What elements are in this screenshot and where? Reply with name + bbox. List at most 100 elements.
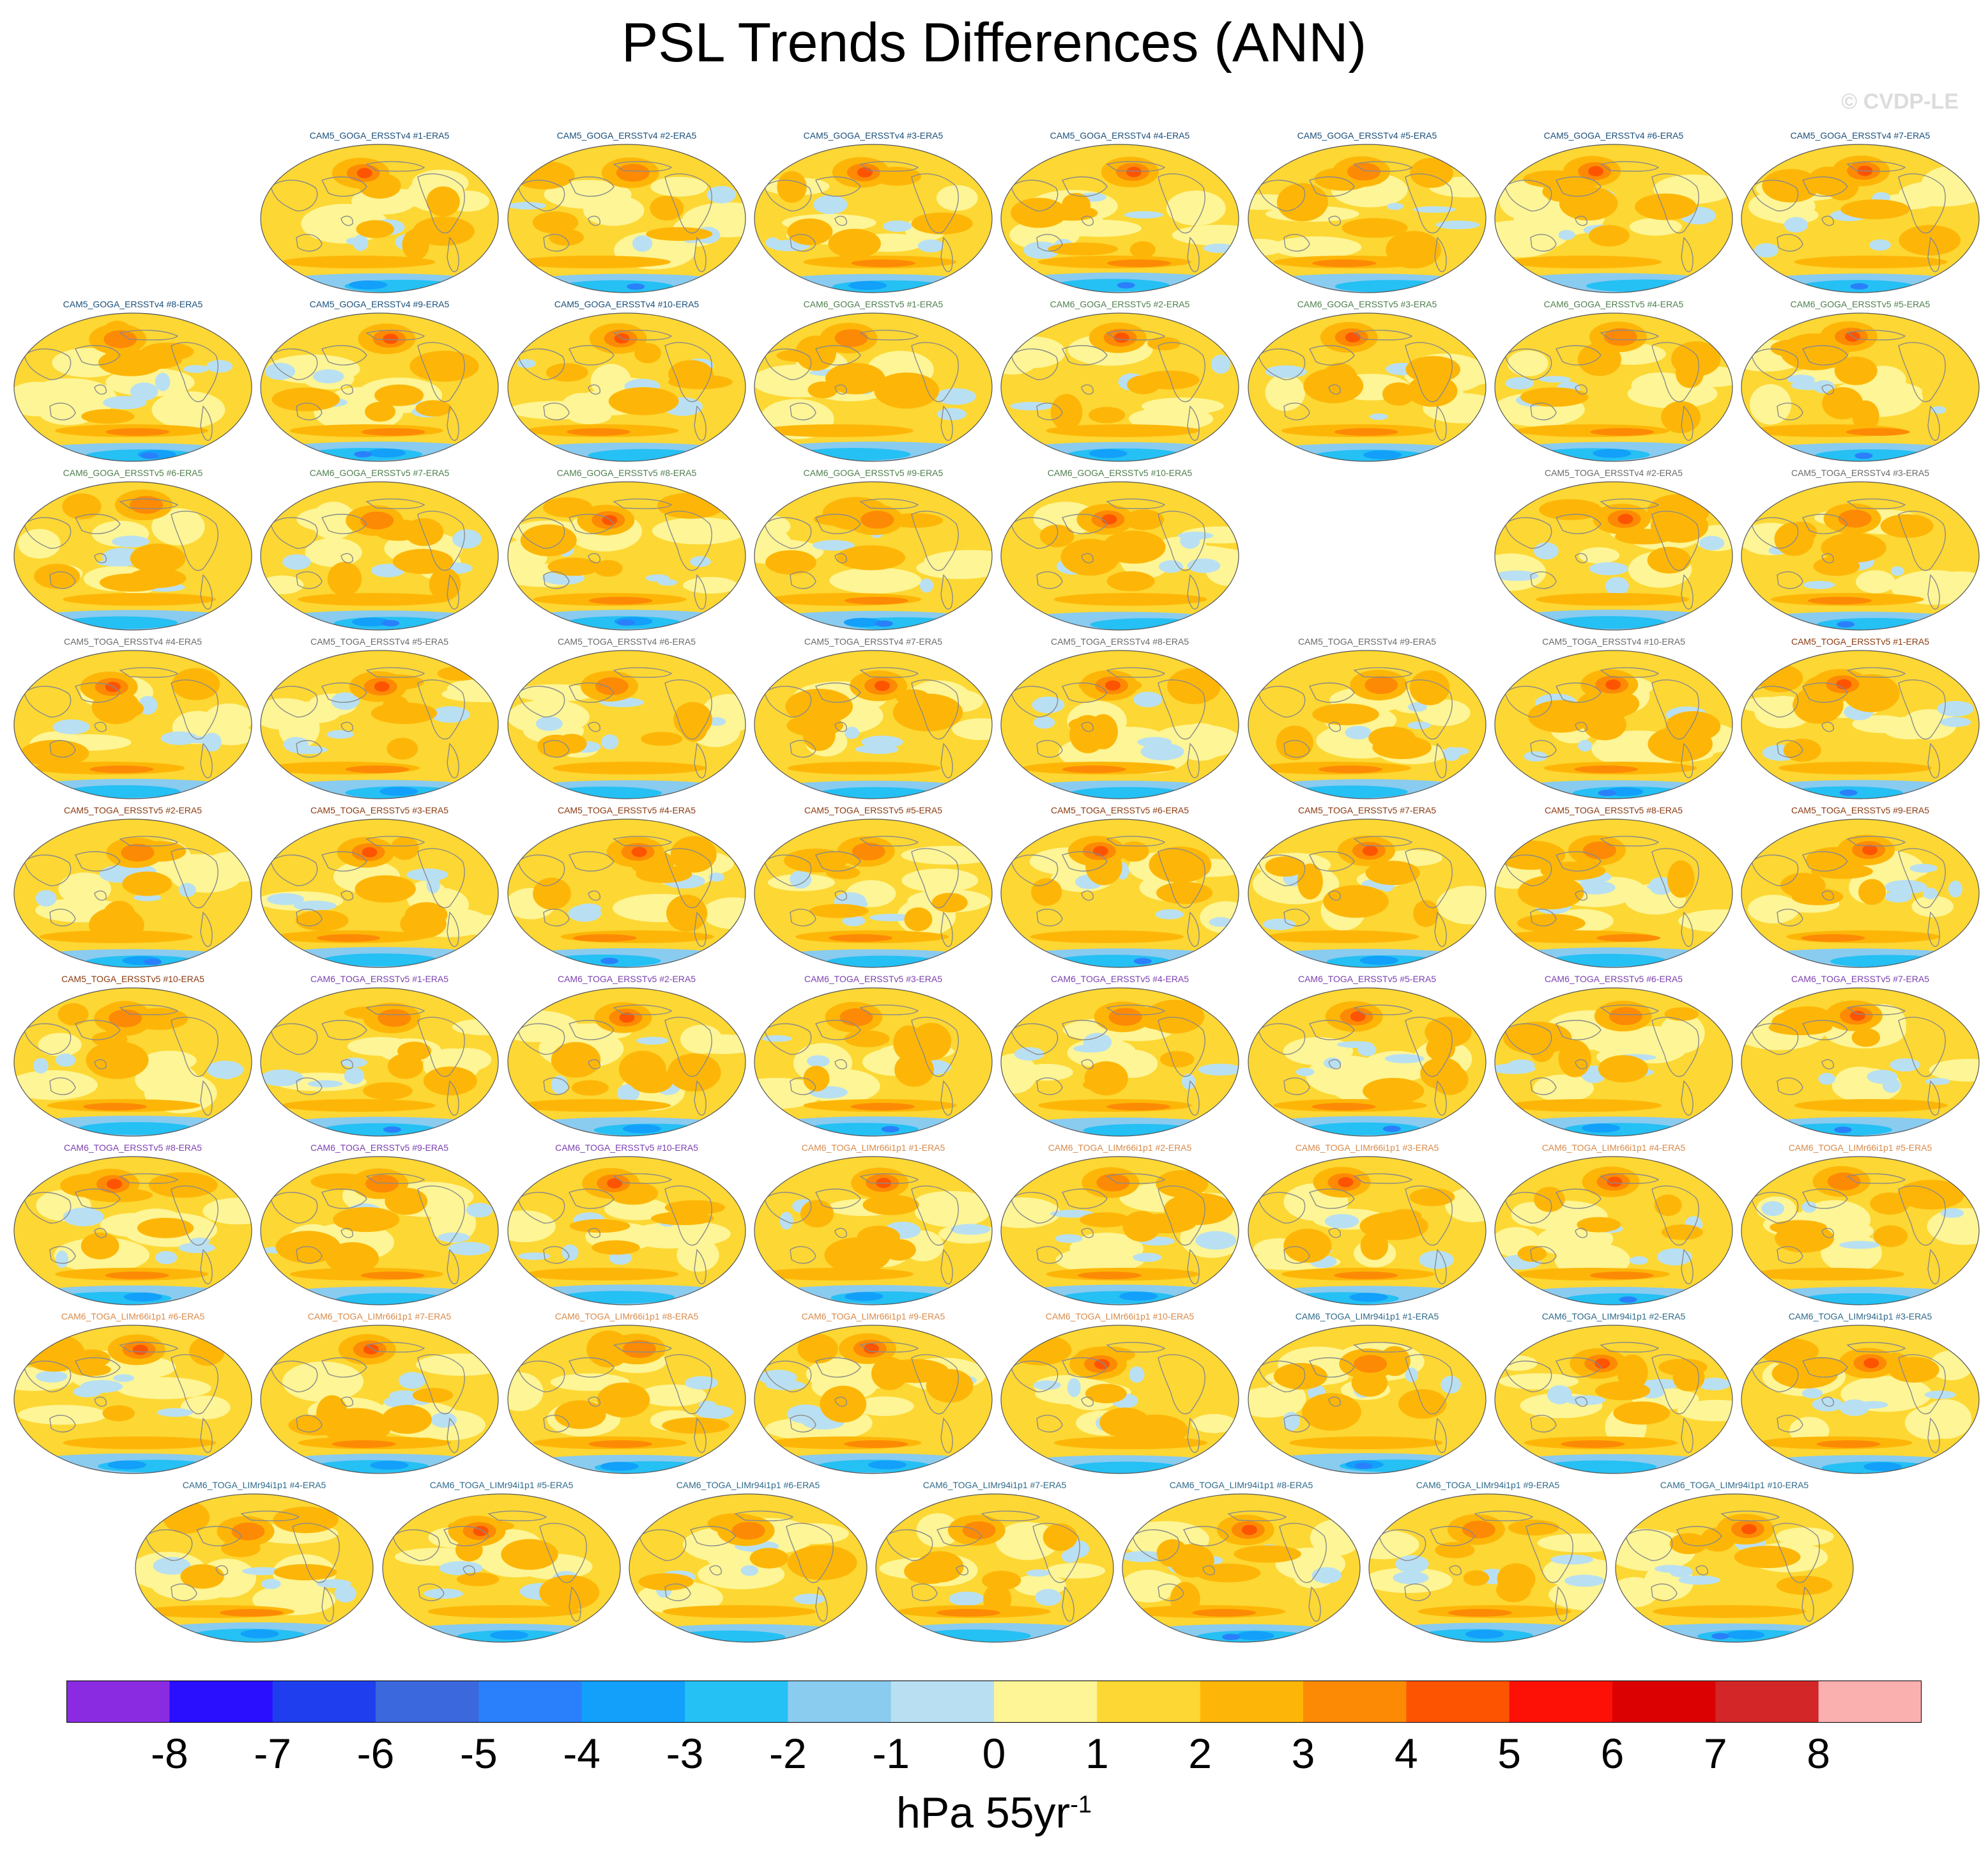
panel-title: CAM6_TOGA_LIMr66i1p1 #10-ERA5	[1045, 1311, 1195, 1321]
map-weak-negative-patch	[466, 1203, 493, 1218]
coastline	[1309, 1357, 1355, 1378]
map-weak-negative-patch	[331, 692, 360, 710]
map-weak-negative-patch	[1813, 380, 1835, 394]
map-weak-positive-patch	[829, 567, 922, 594]
map-positive-patch	[904, 907, 933, 932]
map-weak-negative-patch	[206, 360, 233, 373]
map-weak-negative-patch	[1924, 1390, 1956, 1399]
panel-title: CAM6_TOGA_LIMr94i1p1 #3-ERA5	[1788, 1311, 1932, 1321]
coastline	[834, 553, 847, 564]
map-weak-positive-patch	[916, 557, 992, 580]
map-north-pacific-anomaly	[1354, 1355, 1388, 1373]
panel-title: CAM6_GOGA_ERSSTv5 #5-ERA5	[1790, 299, 1931, 309]
map-southern-ocean-band	[1053, 593, 1207, 606]
map-north-pacific-anomaly-core	[1338, 1177, 1354, 1188]
map-southern-ocean-band-core	[1311, 1103, 1376, 1111]
map-weak-positive-patch	[583, 195, 645, 226]
coastline	[1530, 740, 1557, 758]
world-map	[1000, 987, 1239, 1137]
coastline	[1504, 686, 1552, 718]
map-panel: CAM5_GOGA_ERSSTv4 #7-ERA5	[1739, 130, 1982, 296]
colorbar-segment	[891, 1681, 995, 1723]
coastline	[764, 854, 812, 886]
coastline	[1575, 721, 1587, 732]
map-antarctic-band-core	[1863, 1462, 1902, 1472]
map-weak-negative-patch	[508, 202, 547, 210]
map-weak-negative-patch	[1055, 1234, 1083, 1243]
coastline	[94, 1227, 107, 1238]
map-antarctic-band-core	[1854, 452, 1873, 459]
world-map	[1741, 481, 1980, 631]
coastline	[296, 234, 323, 252]
coastline	[569, 176, 615, 197]
map-weak-positive-patch	[604, 1197, 669, 1220]
world-map	[1368, 1493, 1607, 1643]
map-positive-patch	[828, 229, 881, 259]
map-north-pacific-anomaly-core	[874, 681, 890, 691]
coastline	[1530, 909, 1557, 927]
map-weak-negative-patch	[883, 220, 912, 232]
coastline	[911, 173, 959, 234]
map-frame	[1741, 987, 1980, 1137]
map-weak-positive-patch	[632, 906, 675, 922]
colorbar-tick-label: 6	[1600, 1730, 1625, 1777]
map-weak-negative-patch	[1195, 1231, 1237, 1250]
world-map	[13, 481, 252, 631]
coastline	[1158, 1583, 1184, 1601]
world-map	[1000, 650, 1239, 799]
map-weak-positive-patch	[1631, 372, 1691, 399]
map-north-pacific-anomaly-core	[1863, 1358, 1879, 1369]
map-weak-positive-patch	[1172, 224, 1239, 246]
coastline	[1802, 176, 1848, 197]
coastline	[119, 1342, 179, 1353]
map-weak-negative-patch	[113, 1374, 135, 1382]
map-weak-positive-patch	[995, 1521, 1059, 1560]
map-positive-patch	[1671, 341, 1721, 377]
map-weak-positive-patch	[18, 528, 61, 559]
map-positive-patch	[1080, 1212, 1131, 1227]
coastline	[911, 511, 959, 571]
map-weak-negative-patch	[1539, 376, 1571, 383]
map-panel: CAM5_TOGA_ERSSTv5 #1-ERA5	[1739, 636, 1982, 803]
map-positive-patch	[409, 350, 479, 382]
map-southern-ocean-band-core	[332, 1440, 396, 1448]
map-frame	[260, 1156, 499, 1305]
map-frame	[260, 481, 499, 631]
panel-title: CAM5_GOGA_ERSSTv4 #8-ERA5	[63, 299, 203, 309]
map-positive-patch	[114, 700, 144, 718]
coastline	[171, 679, 218, 740]
coastline	[321, 514, 367, 534]
panel-title: CAM5_TOGA_ERSSTv5 #1-ERA5	[1791, 636, 1930, 647]
map-positive-patch	[571, 1080, 609, 1096]
map-north-pacific-anomaly-core	[1588, 166, 1604, 177]
panel-title: CAM5_TOGA_ERSSTv4 #7-ERA5	[804, 636, 943, 647]
coastline	[1504, 854, 1552, 886]
map-weak-positive-patch	[629, 1222, 709, 1249]
coastline	[1751, 348, 1799, 380]
map-southern-ocean-band	[1289, 1436, 1443, 1449]
map-weak-positive-patch	[151, 391, 226, 429]
map-positive-patch	[1124, 509, 1165, 530]
coastline	[1106, 836, 1166, 847]
map-panel: CAM6_GOGA_ERSSTv5 #8-ERA5	[505, 468, 748, 634]
world-map	[507, 819, 746, 968]
map-panel: CAM6_TOGA_ERSSTv5 #3-ERA5	[752, 974, 995, 1140]
coastline	[790, 909, 816, 927]
coastline	[340, 553, 353, 564]
map-antarctic-band-core	[322, 1123, 438, 1136]
world-map	[1741, 312, 1980, 462]
map-weak-positive-patch	[514, 684, 597, 702]
map-frame	[1248, 144, 1487, 293]
map-weak-negative-patch	[1324, 1057, 1342, 1069]
coastline	[1283, 740, 1310, 758]
map-positive-patch	[532, 211, 579, 234]
map-southern-ocean-band-core	[361, 428, 425, 436]
world-map	[1494, 144, 1733, 293]
map-antarctic-band-core	[1090, 618, 1205, 630]
map-positive-patch	[1119, 841, 1149, 862]
coastline	[200, 1249, 213, 1284]
map-frame	[13, 819, 252, 968]
coastline	[1283, 1077, 1310, 1095]
map-southern-ocean-band-core	[572, 934, 637, 942]
coastline	[296, 571, 323, 589]
